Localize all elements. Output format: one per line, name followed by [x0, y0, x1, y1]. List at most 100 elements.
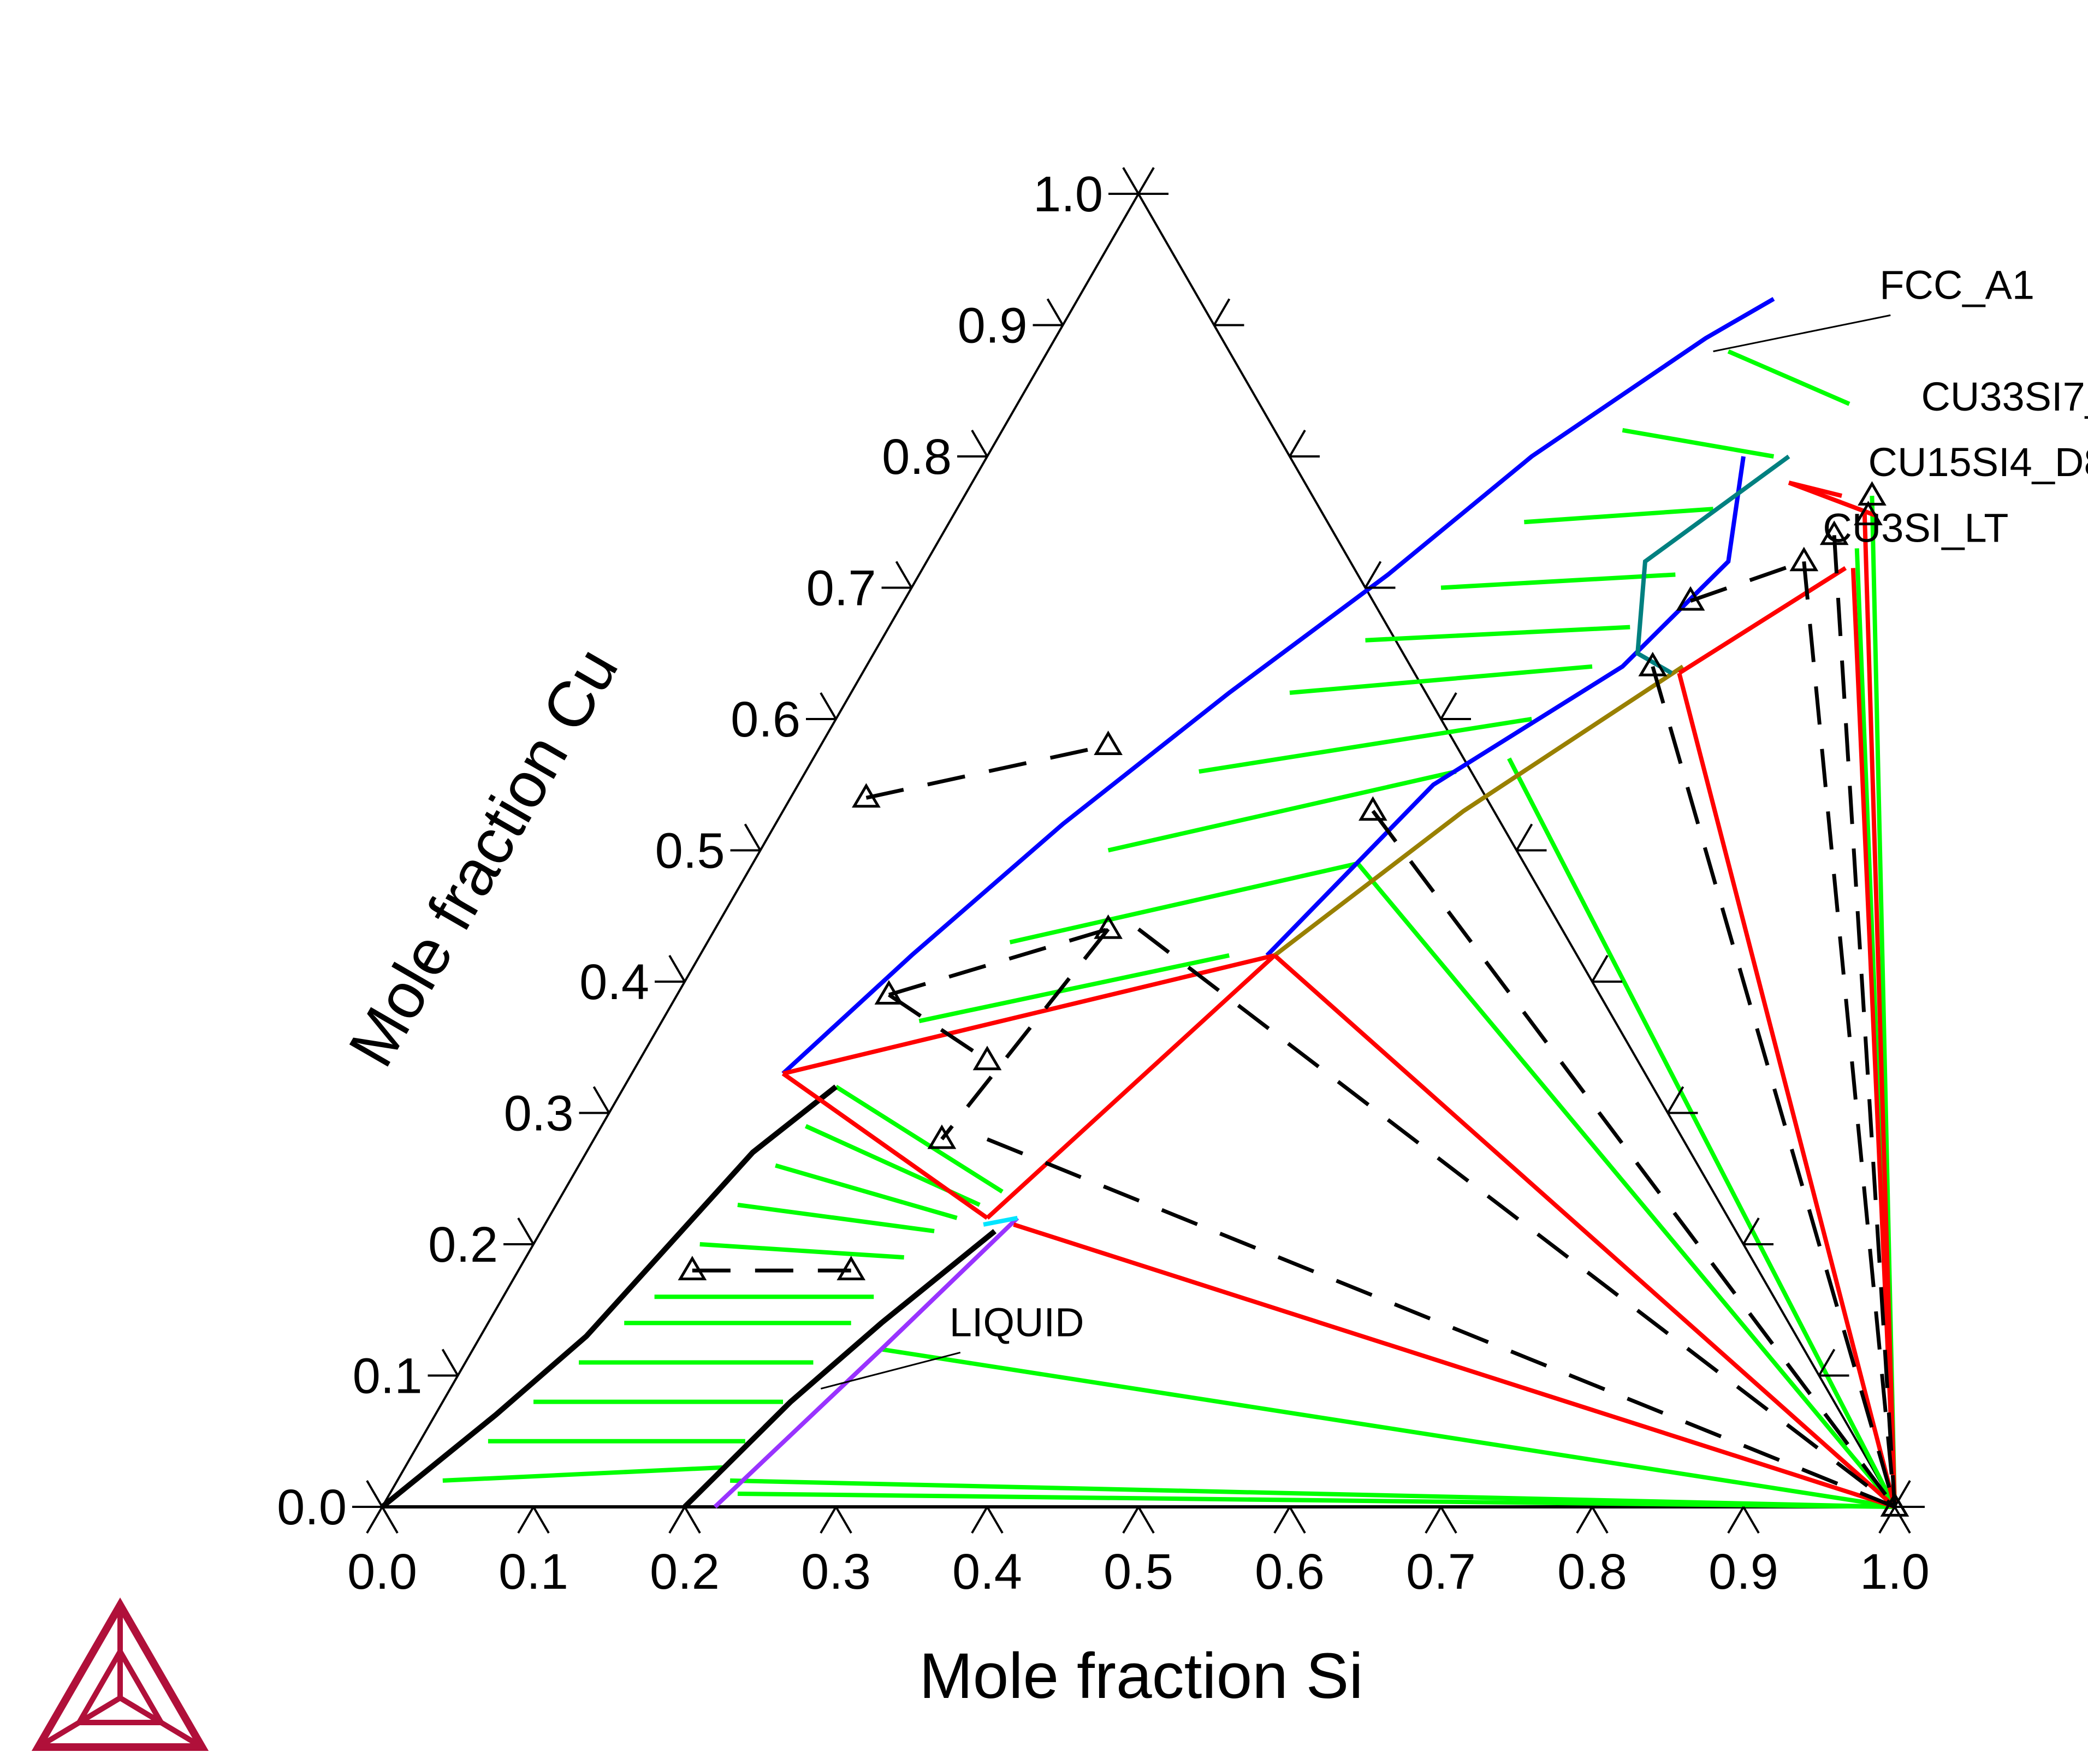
x-tick-a-0 [366, 1506, 383, 1534]
marker-3 [1094, 730, 1123, 755]
tie-line-13 [1107, 769, 1457, 853]
tie-line-10 [834, 1085, 1004, 1194]
r-tick-b-10 [1137, 167, 1155, 195]
markers [678, 481, 1909, 1517]
boundary-three_phase-10 [986, 953, 1276, 1220]
x-tick-label-10: 1.0 [1860, 1544, 1930, 1600]
tie-line-18 [1524, 507, 1713, 525]
y-tick-label-4: 0.4 [579, 954, 649, 1010]
x-tick-a-7 [1425, 1506, 1442, 1534]
tie-line-25 [1507, 757, 1897, 1508]
x-tick-label-9: 0.9 [1709, 1544, 1778, 1600]
phase-label-0: FCC_A1 [1879, 262, 2034, 307]
phase-label-2: CU15SI4_D86 [1868, 439, 2088, 485]
tie-lines [442, 349, 1897, 1509]
y-axis-title: Mole fraction Cu [335, 636, 632, 1078]
x-tick-a-9 [1727, 1506, 1745, 1534]
y-tick-b-10 [1122, 167, 1140, 195]
y-tick-b-1 [441, 1349, 459, 1376]
marker-13 [1858, 481, 1887, 506]
r-tick-b-5 [1515, 823, 1533, 851]
phase-labels: FCC_A1 CU33SI7_A13 CU15SI4_D86 CU3SI_LT LIQU… [820, 262, 2088, 1390]
tie-line-12 [1009, 861, 1359, 945]
y-tick-label-0: 0.0 [277, 1480, 347, 1535]
y-tick-label-6: 0.6 [731, 692, 800, 747]
tie-line-22 [737, 1491, 1895, 1509]
boundary-fcc_boundary-0 [781, 296, 1775, 1076]
r-tick-b-4 [1591, 954, 1609, 983]
marker-7 [927, 1124, 957, 1149]
x-tick-label-0: 0.0 [347, 1544, 417, 1600]
x-tick-label-4: 0.4 [952, 1544, 1022, 1600]
boundary-metastable-26 [986, 1137, 1896, 1509]
y-tick-b-5 [744, 823, 762, 851]
x-tick-b-10 [1894, 1506, 1911, 1534]
axis-ticks: 0.00.0 0.1 0.1 0.2 0.2 0.3 0.3 0.4 0.4 0.5 0.5 0.6 0… [277, 167, 1930, 1600]
marker-1 [837, 1256, 866, 1280]
x-tick-label-8: 0.8 [1557, 1544, 1627, 1600]
y-tick-label-1: 0.1 [353, 1349, 423, 1404]
boundary-three_phase-11 [1273, 953, 1896, 1508]
marker-11 [1789, 547, 1819, 572]
y-tick-b-0 [366, 1480, 383, 1508]
y-tick-label-9: 0.9 [958, 298, 1028, 354]
boundary-liquid_purple-4 [713, 1216, 1019, 1508]
x-tick-a-3 [820, 1506, 837, 1534]
y-tick-b-4 [668, 954, 686, 983]
boundary-metastable-20 [865, 743, 1109, 800]
boundary-three_phase-16 [1788, 480, 1877, 518]
x-tick-label-6: 0.6 [1255, 1544, 1325, 1600]
y-tick-label-10: 1.0 [1033, 167, 1103, 222]
tie-line-23 [881, 1347, 1895, 1509]
tie-line-15 [1289, 664, 1593, 695]
tie-line-8 [775, 1163, 958, 1220]
marker-12 [1819, 520, 1849, 545]
tie-line-20 [1727, 349, 1850, 406]
x-tick-label-2: 0.2 [650, 1544, 720, 1600]
x-tick-a-4 [971, 1506, 988, 1534]
boundary-three_phase-18 [1862, 509, 1897, 1507]
x-tick-a-10 [1878, 1506, 1896, 1534]
y-tick-b-3 [592, 1086, 610, 1114]
boundary-three_phase-9 [781, 1072, 989, 1220]
x-tick-b-6 [1289, 1506, 1306, 1534]
logo-outer-triangle [31, 1597, 209, 1751]
x-tick-a-5 [1122, 1506, 1140, 1534]
x-axis-title: Mole fraction Si [919, 1640, 1363, 1712]
boundary-three_phase-14 [1678, 566, 1847, 675]
boundary-metastable-24 [1371, 810, 1896, 1508]
marker-10 [1676, 586, 1705, 611]
marker-4 [874, 980, 904, 1005]
phase-arrow-4 [820, 1351, 961, 1390]
x-tick-label-7: 0.7 [1406, 1544, 1476, 1600]
logo-line-3 [118, 1695, 204, 1750]
y-tick-b-6 [820, 692, 837, 720]
x-tick-b-3 [835, 1506, 852, 1534]
x-tick-b-2 [684, 1506, 701, 1534]
y-tick-b-8 [971, 429, 988, 458]
thermo-calc-logo [31, 1597, 209, 1751]
logo-inner-triangle [74, 1646, 166, 1725]
y-tick-label-3: 0.3 [504, 1086, 574, 1142]
marker-8 [1358, 796, 1387, 821]
phase-boundaries [380, 296, 1897, 1509]
x-tick-b-7 [1440, 1506, 1457, 1534]
boundary-three_phase-12 [1013, 1222, 1896, 1509]
x-tick-a-2 [668, 1506, 686, 1534]
phase-label-3: CU3SI_LT [1823, 505, 2008, 550]
x-tick-a-8 [1576, 1506, 1593, 1534]
x-tick-label-5: 0.5 [1104, 1544, 1173, 1600]
tie-line-24 [1356, 862, 1897, 1508]
x-tick-b-4 [986, 1506, 1004, 1534]
phase-label-1: CU33SI7_A13 [1921, 374, 2088, 419]
x-tick-label-1: 0.1 [499, 1544, 568, 1600]
y-tick-b-2 [517, 1217, 535, 1245]
r-tick-b-3 [1666, 1086, 1684, 1114]
boundary-liquid_boundary-2 [380, 1084, 838, 1509]
y-tick-b-7 [895, 561, 913, 589]
marker-14 [1854, 501, 1883, 526]
boundary-metastable-22 [888, 993, 988, 1062]
boundary-metastable-21 [888, 927, 1109, 997]
y-tick-label-8: 0.8 [882, 429, 952, 485]
